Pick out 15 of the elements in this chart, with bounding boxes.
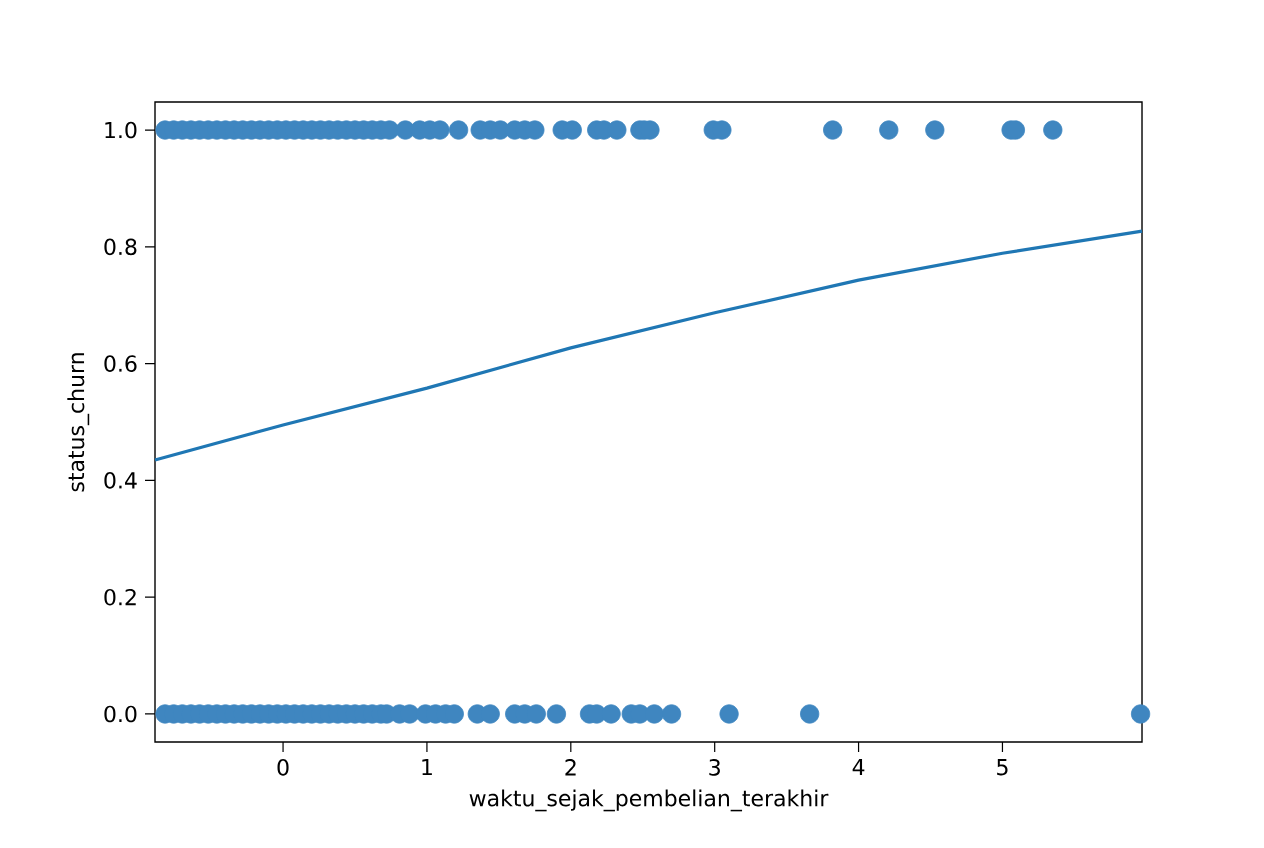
y-axis-title: status_churn (67, 353, 90, 492)
x-tick-label: 2 (565, 759, 576, 776)
x-tick-label: 1 (422, 759, 432, 776)
y-tick-label: 0.6 (104, 355, 137, 372)
y-tick-label: 0.0 (104, 705, 137, 723)
x-tick-label: 3 (709, 759, 720, 776)
y-tick-label: 0.2 (104, 588, 136, 606)
y-tick-label: 0.4 (104, 472, 137, 489)
x-axis-title: waktu_sejak_pembelian_terakhir (469, 789, 829, 812)
x-tick-label: 5 (997, 759, 1008, 776)
y-tick-label: 1.0 (105, 121, 137, 139)
line-series (153, 229, 1144, 462)
x-tick-label: 4 (852, 759, 865, 776)
x-tick-label: 0 (277, 759, 289, 776)
y-tick-label: 0.8 (104, 238, 137, 256)
